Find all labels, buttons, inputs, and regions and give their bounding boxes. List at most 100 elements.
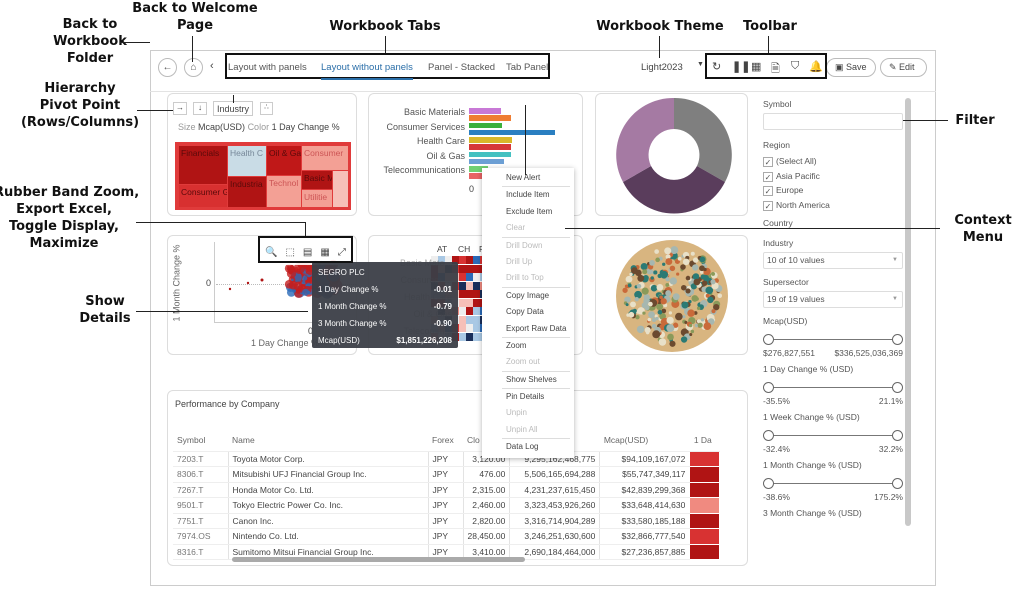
heatmap-cell[interactable] bbox=[459, 298, 466, 307]
circle-pack-node[interactable] bbox=[650, 276, 654, 280]
circle-pack-node[interactable] bbox=[655, 316, 659, 321]
circle-pack-node[interactable] bbox=[696, 319, 701, 324]
range-slider[interactable] bbox=[763, 380, 903, 396]
menu-item-data-log[interactable]: Data Log bbox=[506, 442, 539, 452]
circle-pack-node[interactable] bbox=[645, 330, 650, 335]
circle-pack-chart[interactable] bbox=[615, 239, 729, 353]
circle-pack-node[interactable] bbox=[648, 311, 655, 318]
circle-pack-node[interactable] bbox=[641, 302, 648, 309]
tab-0[interactable]: Layout with panels bbox=[228, 62, 307, 73]
industry-select[interactable]: 10 of 10 values ▼ bbox=[763, 252, 903, 269]
circle-pack-node[interactable] bbox=[666, 324, 675, 333]
circle-pack-node[interactable] bbox=[682, 315, 686, 319]
circle-pack-node[interactable] bbox=[692, 264, 699, 271]
circle-pack-node[interactable] bbox=[710, 279, 716, 285]
slider-max-handle[interactable] bbox=[892, 334, 903, 345]
bar[interactable] bbox=[469, 151, 511, 157]
maximize-icon[interactable]: ⤢ bbox=[337, 247, 346, 258]
menu-item-copy-data[interactable]: Copy Data bbox=[506, 307, 544, 317]
region-checkbox[interactable]: ✓ Asia Pacific bbox=[763, 170, 820, 182]
heatmap-cell[interactable] bbox=[473, 290, 480, 298]
circle-pack-node[interactable] bbox=[680, 284, 687, 291]
snapshot-icon[interactable]: ▦ bbox=[751, 61, 762, 73]
circle-pack-node[interactable] bbox=[642, 269, 648, 275]
treemap-cell[interactable]: Health C bbox=[228, 146, 266, 176]
circle-pack-node[interactable] bbox=[703, 322, 712, 331]
circle-pack-node[interactable] bbox=[702, 274, 709, 282]
save-button[interactable]: ▣ Save bbox=[826, 58, 876, 77]
treemap-cell[interactable]: Oil & Ga bbox=[267, 146, 301, 175]
heatmap-cell[interactable] bbox=[473, 273, 480, 281]
scatter-point[interactable] bbox=[291, 278, 294, 282]
circle-pack-node[interactable] bbox=[651, 323, 657, 329]
circle-pack-node[interactable] bbox=[697, 322, 703, 328]
circle-pack-node[interactable] bbox=[664, 247, 672, 255]
circle-pack-node[interactable] bbox=[684, 320, 688, 324]
heatmap-cell[interactable] bbox=[459, 315, 466, 324]
heatmap-cell[interactable] bbox=[452, 256, 459, 264]
circle-pack-node[interactable] bbox=[680, 264, 686, 270]
circle-pack-node[interactable] bbox=[636, 309, 641, 314]
scatter-point[interactable] bbox=[286, 268, 297, 279]
heatmap-cell[interactable] bbox=[438, 256, 445, 264]
column-header[interactable]: Symbol bbox=[173, 429, 228, 452]
circle-pack-node[interactable] bbox=[665, 254, 671, 260]
circle-pack-node[interactable] bbox=[646, 267, 653, 275]
circle-pack-node[interactable] bbox=[707, 296, 714, 304]
circle-pack-node[interactable] bbox=[660, 298, 667, 305]
heatmap-cell[interactable] bbox=[466, 332, 473, 341]
circle-pack-node[interactable] bbox=[629, 272, 633, 277]
heatmap-cell[interactable] bbox=[473, 324, 480, 332]
bar[interactable] bbox=[469, 108, 501, 114]
supersector-select[interactable]: 19 of 19 values ▼ bbox=[763, 291, 903, 308]
range-slider[interactable] bbox=[763, 476, 903, 492]
slider-min-handle[interactable] bbox=[763, 382, 774, 393]
circle-pack-node[interactable] bbox=[649, 259, 655, 266]
circle-pack-node[interactable] bbox=[655, 257, 660, 263]
heatmap-cell[interactable] bbox=[466, 315, 473, 324]
circle-pack-node[interactable] bbox=[665, 283, 670, 287]
circle-pack-node[interactable] bbox=[669, 340, 676, 347]
symbol-input[interactable] bbox=[763, 113, 903, 130]
circle-pack-node[interactable] bbox=[713, 303, 720, 311]
circle-pack-node[interactable] bbox=[653, 270, 658, 275]
workbook-theme-select[interactable]: Light2023 bbox=[641, 62, 683, 73]
circle-pack-node[interactable] bbox=[648, 301, 653, 307]
circle-pack-node[interactable] bbox=[659, 295, 663, 300]
circle-pack-node[interactable] bbox=[636, 325, 645, 334]
heatmap-cell[interactable] bbox=[431, 256, 438, 264]
slider-max-handle[interactable] bbox=[892, 430, 903, 441]
circle-pack-node[interactable] bbox=[654, 249, 659, 254]
heatmap-cell[interactable] bbox=[466, 324, 473, 332]
scatter-point[interactable] bbox=[293, 262, 306, 274]
heatmap-cell[interactable] bbox=[459, 264, 466, 273]
menu-item-new-alert[interactable]: New Alert bbox=[506, 173, 541, 182]
circle-pack-node[interactable] bbox=[625, 303, 629, 307]
heatmap-cell[interactable] bbox=[466, 298, 473, 307]
treemap-chart[interactable]: Financials Health C Oil & Ga Consumer Co… bbox=[175, 142, 351, 210]
circle-pack-node[interactable] bbox=[624, 296, 631, 303]
circle-pack-node[interactable] bbox=[688, 323, 693, 328]
circle-pack-node[interactable] bbox=[680, 336, 688, 343]
hierarchy-chip[interactable]: Industry bbox=[213, 101, 254, 116]
circle-pack-node[interactable] bbox=[681, 301, 689, 309]
circle-pack-node[interactable] bbox=[636, 283, 642, 289]
circle-pack-node[interactable] bbox=[711, 271, 716, 276]
circle-pack-node[interactable] bbox=[651, 317, 657, 323]
circle-pack-node[interactable] bbox=[687, 309, 695, 317]
circle-pack-node[interactable] bbox=[656, 303, 664, 311]
heatmap-cell[interactable] bbox=[466, 273, 473, 281]
bar[interactable] bbox=[469, 158, 504, 164]
scatter-point[interactable] bbox=[302, 275, 308, 281]
circle-pack-node[interactable] bbox=[665, 258, 673, 266]
circle-pack-node[interactable] bbox=[647, 317, 652, 322]
circle-pack-node[interactable] bbox=[668, 311, 673, 315]
alert-bell-icon[interactable]: 🔔 bbox=[809, 61, 823, 73]
circle-pack-node[interactable] bbox=[658, 338, 667, 346]
menu-item-export-raw-data[interactable]: Export Raw Data bbox=[506, 323, 567, 333]
heatmap-cell[interactable] bbox=[473, 298, 480, 307]
circle-pack-node[interactable] bbox=[705, 286, 714, 295]
circle-pack-node[interactable] bbox=[696, 306, 701, 310]
circle-pack-node[interactable] bbox=[692, 273, 700, 280]
circle-pack-node[interactable] bbox=[700, 318, 705, 322]
